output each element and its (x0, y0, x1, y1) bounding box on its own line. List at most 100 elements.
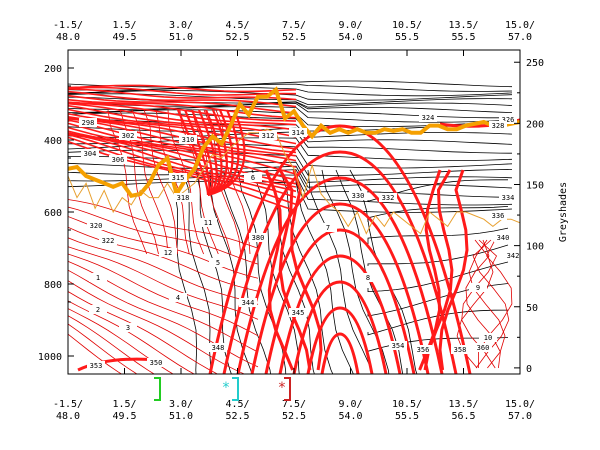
black-contour-line (367, 206, 509, 222)
contour-label: 345 (292, 309, 305, 317)
red-contour-line (68, 226, 259, 292)
contour-label: 328 (492, 122, 505, 130)
top-axis-tick-label-line1: 1.5/ (112, 20, 136, 31)
thick-red-contour-line (423, 169, 454, 371)
contour-label-bg (319, 223, 337, 232)
contour-label: 326 (502, 116, 515, 124)
red-contour-line (68, 333, 123, 374)
contour-label: 12 (164, 249, 172, 257)
contour-label-bg (489, 121, 507, 130)
top-axis-tick-label-line2: 48.0 (56, 32, 80, 43)
bottom-axis-tick-label-line1: 9.0/ (338, 399, 362, 410)
contour-label-bg (147, 358, 165, 367)
red-contour-line (68, 199, 259, 249)
black-contour-line (68, 90, 513, 101)
contour-label-bg (469, 283, 487, 292)
contour-label-bg (244, 173, 262, 182)
contour-label-bg (99, 236, 117, 245)
bottom-axis-tick-label-line2: 52.5 (282, 411, 306, 422)
contour-label-bg (81, 149, 99, 158)
red-contour-line (179, 109, 219, 255)
contour-label: 7 (326, 224, 330, 232)
left-axis-tick-label: 1000 (38, 352, 62, 363)
black-contour-line (209, 169, 253, 374)
top-axis-tick-label-line2: 52.5 (282, 32, 306, 43)
contour-label-bg (474, 343, 492, 352)
contour-label-bg (87, 361, 105, 370)
right-axis-tick-label: 50 (526, 303, 538, 314)
marker-asterisk: * (278, 380, 286, 396)
black-contour-line (265, 169, 315, 374)
contour-label: 6 (251, 174, 255, 182)
black-contour-line (195, 169, 232, 374)
contour-label: 2 (96, 306, 100, 314)
top-axis-tick-label-line2: 54.0 (338, 32, 362, 43)
contour-label: 350 (150, 359, 163, 367)
bottom-axis-tick-label-line1: 10.5/ (392, 399, 422, 410)
bottom-axis-tick-label-line2: 52.5 (225, 411, 249, 422)
contour-label: 336 (492, 212, 505, 220)
contour-label: 322 (102, 237, 115, 245)
thick-red-contour-line (438, 169, 469, 371)
red-contour-line (68, 315, 155, 374)
thick-red-contour-line (250, 202, 430, 374)
red-contour-line (468, 239, 506, 369)
contour-label-bg (159, 248, 177, 257)
contour-label-bg (494, 233, 512, 242)
black-contour-line (367, 261, 509, 293)
axes-layer: 200 400 600 800 1000 0 50 100 150 200 250 -1.5/48.0… (38, 20, 544, 422)
thick-red-contour-line (68, 98, 297, 119)
black-contour-line (68, 96, 513, 108)
thick-red-contour-line (68, 100, 297, 122)
contour-label: 302 (122, 132, 135, 140)
thick-red-contour-line (68, 94, 297, 114)
contour-label: 380 (252, 234, 265, 242)
contour-label-bg (451, 345, 469, 354)
red-contour-line (472, 239, 510, 369)
thick-red-contour-line (68, 136, 297, 206)
right-axis-title: Greyshades (558, 182, 569, 242)
top-axis-tick-label-line2: 51.0 (169, 32, 193, 43)
contour-label-bg (79, 118, 97, 127)
contour-label: 3 (126, 324, 130, 332)
contour-label: 315 (172, 174, 185, 182)
bottom-axis-tick-label-line1: -1.5/ (53, 399, 83, 410)
marker-bracket (232, 377, 239, 401)
top-axis-tick-label-line1: -1.5/ (53, 20, 83, 31)
black-contour-line (167, 169, 198, 374)
thick-red-contour-line (278, 169, 312, 371)
red-contour-line (68, 253, 259, 337)
top-axis-tick-label-line2: 55.5 (451, 32, 475, 43)
red-contour-line (465, 239, 501, 369)
right-axis-tick-label: 250 (526, 58, 544, 69)
top-axis-tick-label-line1: 15.0/ (505, 20, 535, 31)
contour-label: 306 (112, 156, 125, 164)
black-contour-line (279, 169, 334, 374)
bottom-axis-tick-label-line2: 54.0 (338, 411, 362, 422)
contour-label-bg (199, 218, 217, 227)
contour-label: 320 (90, 222, 103, 230)
top-axis-tick-label-line2: 57.0 (508, 32, 532, 43)
thick-red-contour-line (68, 102, 297, 126)
contour-label-bg (169, 173, 187, 182)
left-axis-tick-label: 600 (44, 208, 62, 219)
contour-label-bg (169, 293, 187, 302)
top-axis-tick-label-line2: 55.5 (395, 32, 419, 43)
contour-label: 356 (417, 346, 430, 354)
red-contour-line (68, 290, 219, 374)
thick-red-contour-line (68, 86, 297, 96)
contour-label-bg (239, 298, 257, 307)
thick-red-contour-line (292, 280, 388, 374)
bottom-axis-tick-label-line1: 4.5/ (225, 399, 249, 410)
contour-label-bg (289, 308, 307, 317)
contour-label: 344 (242, 299, 255, 307)
black-contour-line (223, 169, 271, 374)
contour-label-bg (209, 258, 227, 267)
bottom-axis-tick-label-line1: 3.0/ (169, 399, 193, 410)
red-contour-line (68, 260, 259, 353)
red-contour-line (131, 109, 169, 255)
contour-label: 304 (84, 150, 97, 158)
top-axis-tick-label-line1: 4.5/ (225, 20, 249, 31)
